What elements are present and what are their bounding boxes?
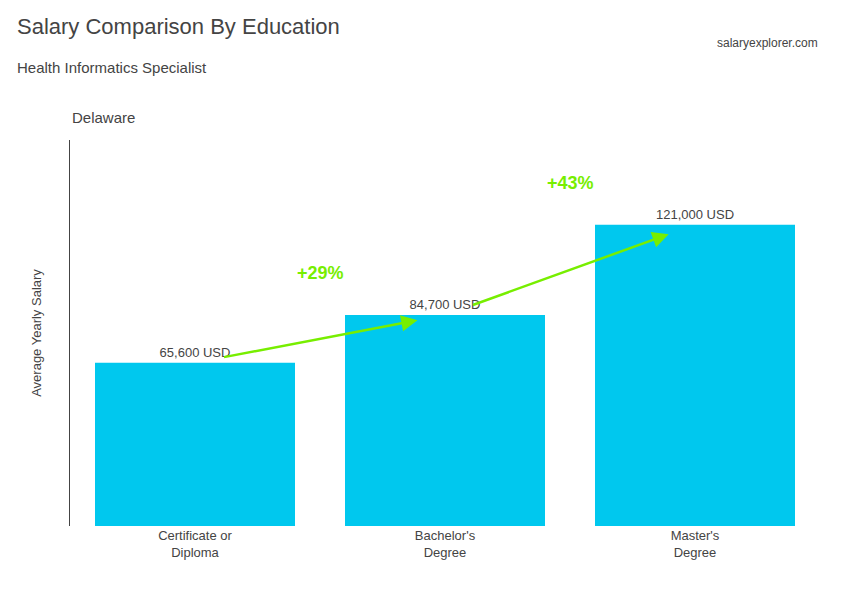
svg-text:Average Yearly Salary: Average Yearly Salary	[29, 269, 44, 397]
svg-text:+29%: +29%	[297, 263, 344, 283]
svg-text:salaryexplorer.com: salaryexplorer.com	[717, 36, 818, 50]
svg-text:Certificate orDiploma: Certificate orDiploma	[158, 528, 232, 560]
svg-text:Master'sDegree: Master'sDegree	[671, 528, 720, 560]
svg-text:Health Informatics Specialist: Health Informatics Specialist	[17, 59, 207, 76]
svg-text:Salary Comparison By Education: Salary Comparison By Education	[17, 14, 340, 39]
svg-text:+43%: +43%	[547, 173, 594, 193]
svg-text:65,600 USD: 65,600 USD	[160, 345, 231, 360]
svg-text:84,700 USD: 84,700 USD	[410, 297, 481, 312]
svg-text:121,000 USD: 121,000 USD	[656, 207, 734, 222]
svg-text:Delaware: Delaware	[72, 109, 135, 126]
svg-text:Bachelor'sDegree: Bachelor'sDegree	[415, 528, 476, 560]
